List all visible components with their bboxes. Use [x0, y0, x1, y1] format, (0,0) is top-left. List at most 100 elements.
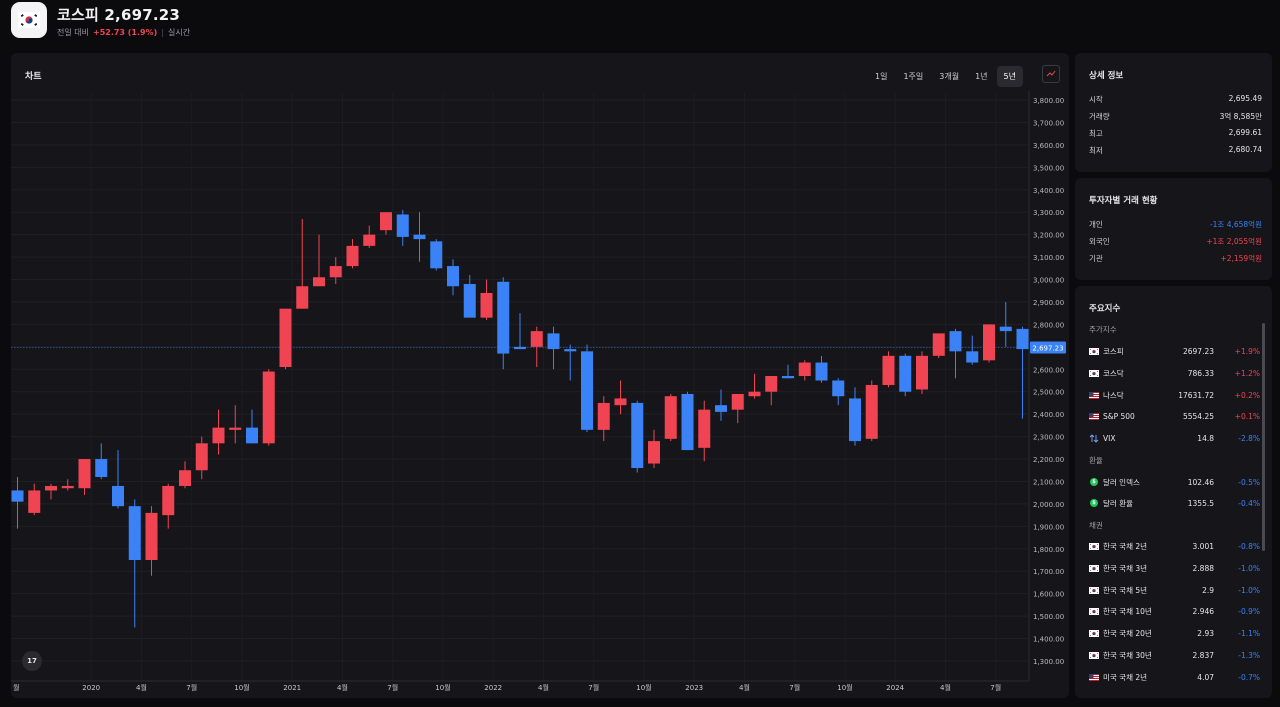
detail-label: 시작 [1089, 95, 1103, 104]
y-tick-label: 2,400.00 [1033, 411, 1064, 419]
candle-body [145, 512, 158, 561]
index-value: 2.9 [1202, 585, 1214, 595]
index-change: +1.9% [1234, 346, 1260, 356]
current-price-tag [1030, 341, 1066, 354]
y-tick-label: 3,600.00 [1033, 142, 1064, 150]
candle-body [363, 234, 376, 246]
kr-flag-icon [1089, 368, 1099, 378]
investor-value: +2,159억원 [1220, 254, 1262, 263]
candle-body [11, 490, 24, 502]
detail-label: 거래량 [1089, 112, 1110, 121]
index-name: 한국 국채 3년 [1103, 563, 1148, 573]
x-tick-label: 4월 [940, 683, 951, 692]
index-value: 2.837 [1192, 650, 1214, 660]
candle-body [329, 266, 342, 278]
index-row[interactable]: 한국 국채 10년 2.946 -0.9% [1089, 604, 1260, 618]
index-row[interactable]: 코스피 2697.23 +1.9% [1089, 344, 1260, 358]
tradingview-logo[interactable]: 17 [22, 651, 42, 671]
candle-body [212, 427, 225, 444]
candle-body [112, 485, 124, 507]
candle-body [983, 324, 995, 361]
us-flag-icon [1089, 411, 1099, 421]
indices-title: 주요지수 [1089, 304, 1121, 314]
candle-body [380, 212, 392, 231]
candle-body [748, 391, 761, 397]
index-row[interactable]: $ 달러 환율 1355.5 -0.4% [1089, 496, 1260, 510]
range-5y-button[interactable]: 5년 [996, 66, 1023, 87]
index-value: 3.001 [1192, 541, 1214, 551]
kr-flag-icon [1089, 346, 1099, 356]
index-row[interactable]: 코스닥 786.33 +1.2% [1089, 366, 1260, 380]
detail-row: 최고 2,699.61 [1089, 128, 1262, 139]
candle-body [547, 333, 560, 350]
index-value: 102.46 [1187, 477, 1214, 487]
y-tick-label: 1,500.00 [1033, 613, 1064, 621]
index-row[interactable]: VIX 14.8 -2.8% [1089, 431, 1260, 445]
y-tick-label: 3,500.00 [1033, 164, 1064, 172]
kr-flag-icon [1089, 650, 1099, 660]
candle-body [480, 292, 493, 318]
y-tick-label: 1,300.00 [1033, 658, 1064, 666]
candle-body [128, 506, 141, 561]
index-row[interactable]: 한국 국채 3년 2.888 -1.0% [1089, 561, 1260, 575]
indices-scrollbar[interactable] [1262, 323, 1265, 551]
x-tick-label: 7월 [990, 683, 1001, 692]
candle-body [999, 326, 1012, 332]
y-tick-label: 3,100.00 [1033, 254, 1064, 262]
x-tick-label: 4월 [136, 683, 147, 692]
y-tick-label: 1,800.00 [1033, 546, 1064, 554]
index-row[interactable]: $ 달러 인덱스 102.46 -0.5% [1089, 475, 1260, 489]
chart-panel: 3,800.00 3,700.00 3,600.00 3,500.00 3,400.00… [11, 53, 1069, 698]
candle-body [865, 384, 878, 439]
investor-title: 투자자별 거래 현황 [1089, 196, 1158, 206]
candle-body [849, 398, 861, 442]
index-row[interactable]: 한국 국채 30년 2.837 -1.3% [1089, 648, 1260, 662]
index-change: +0.1% [1234, 411, 1260, 421]
candle-body [681, 393, 694, 451]
range-1w-button[interactable]: 1주일 [903, 72, 924, 81]
investor-label: 개인 [1089, 220, 1103, 229]
range-3m-button[interactable]: 3개월 [939, 72, 960, 81]
page-title: 코스피 2,697.23 [57, 6, 181, 24]
investor-row: 기관 +2,159억원 [1089, 253, 1262, 264]
index-row[interactable]: 나스닥 17631.72 +0.2% [1089, 388, 1260, 402]
range-1y-button[interactable]: 1년 [975, 72, 988, 81]
x-tick-label: 7월 [789, 683, 800, 692]
index-row[interactable]: 미국 국채 2년 4.07 -0.7% [1089, 670, 1260, 684]
candle-body [229, 427, 242, 430]
investor-value: -1조 4,658억원 [1209, 220, 1262, 229]
investor-value: +1조 2,055억원 [1206, 237, 1262, 246]
index-row[interactable]: 한국 국채 20년 2.93 -1.1% [1089, 626, 1260, 640]
y-tick-label: 2,000.00 [1033, 501, 1064, 509]
index-row[interactable]: S&P 500 5554.25 +0.1% [1089, 409, 1260, 423]
x-tick-label: 4월 [337, 683, 348, 692]
index-name: 한국 국채 10년 [1103, 606, 1152, 616]
dollar-coin-icon: $ [1089, 477, 1099, 487]
investor-label: 기관 [1089, 254, 1103, 263]
index-row[interactable]: 한국 국채 5년 2.9 -1.0% [1089, 583, 1260, 597]
y-tick-label: 2,300.00 [1033, 434, 1064, 442]
y-tick-label: 3,000.00 [1033, 277, 1064, 285]
candle-body [815, 362, 828, 381]
x-tick-label: 10월 [234, 683, 249, 692]
candle-body [279, 308, 292, 368]
chart-type-button[interactable] [1042, 65, 1060, 83]
y-tick-label: 1,900.00 [1033, 523, 1064, 531]
candle-body [497, 281, 510, 354]
candle-body [832, 380, 845, 397]
range-1d-button[interactable]: 1일 [875, 72, 888, 81]
kr-flag-icon [1089, 541, 1099, 551]
indices-section-label: 환율 [1089, 456, 1103, 465]
index-value: 4.07 [1197, 672, 1214, 682]
index-change: -0.7% [1238, 672, 1260, 682]
separator: | [161, 28, 164, 37]
x-tick-label: 2021 [283, 684, 301, 692]
index-row[interactable]: 한국 국채 2년 3.001 -0.8% [1089, 539, 1260, 553]
index-value: 1355.5 [1187, 498, 1214, 508]
y-tick-label: 1,700.00 [1033, 568, 1064, 576]
index-name: 코스닥 [1103, 368, 1124, 378]
candlestick-chart[interactable]: 3,800.00 3,700.00 3,600.00 3,500.00 3,400.00… [11, 53, 1069, 698]
index-value: 2.93 [1197, 628, 1214, 638]
y-tick-label: 3,300.00 [1033, 209, 1064, 217]
y-tick-label: 2,100.00 [1033, 478, 1064, 486]
